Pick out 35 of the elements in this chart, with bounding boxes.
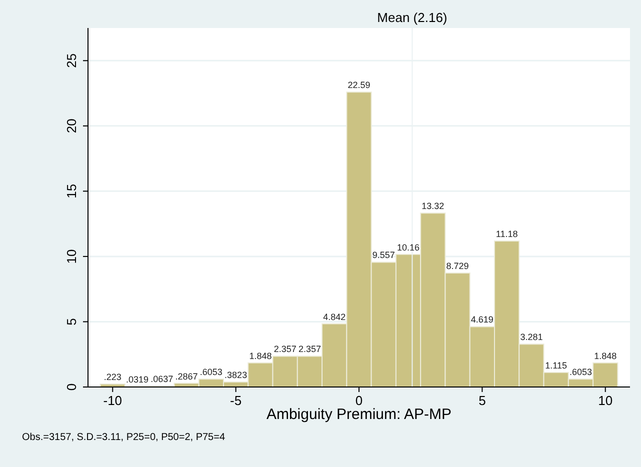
y-tick-label: 0 [64, 383, 79, 391]
data-label: 8.729 [446, 261, 469, 272]
data-label: .6053 [200, 367, 222, 378]
y-tick-label: 10 [64, 249, 79, 264]
text: Obs.=3157, S.D.=3.11, P25=0, P50=2, P75=4 [22, 432, 226, 443]
data-label: 2.357 [274, 344, 296, 354]
y-tick-label: 25 [64, 53, 79, 68]
data-label: 22.59 [348, 80, 370, 90]
data-label: 1.848 [249, 350, 272, 361]
data-label: 1.115 [545, 360, 568, 370]
data-label: 1.848 [594, 350, 617, 361]
y-tick-label: 5 [64, 318, 79, 326]
data-label: 11.18 [496, 229, 518, 240]
data-label: 10.16 [397, 242, 420, 252]
data-label: 13.32 [422, 201, 444, 212]
data-label: .2867 [175, 371, 198, 382]
data-label: 4.842 [323, 312, 346, 322]
data-label: 3.281 [520, 332, 543, 342]
data-label: 2.357 [298, 344, 321, 354]
y-tick-label: 15 [64, 184, 79, 198]
data-label: .3823 [224, 370, 248, 380]
data-label: .0637 [150, 374, 174, 384]
data-label: .6053 [569, 367, 592, 378]
ref-line-label: Mean (2.16) [377, 10, 448, 25]
x-tick-label: 5 [478, 393, 486, 408]
x-tick-label: -10 [103, 393, 122, 408]
data-label: 4.619 [470, 314, 494, 325]
data-label: .223 [104, 372, 122, 382]
x-axis-title: Ambiguity Premium: AP-MP [266, 406, 452, 423]
x-tick-label: 10 [598, 393, 613, 408]
y-tick-label: 20 [64, 118, 79, 134]
x-tick-label: 0 [355, 393, 363, 408]
data-label: .0319 [126, 374, 149, 385]
x-tick-label: -5 [230, 393, 242, 408]
data-label: 9.557 [372, 250, 395, 260]
